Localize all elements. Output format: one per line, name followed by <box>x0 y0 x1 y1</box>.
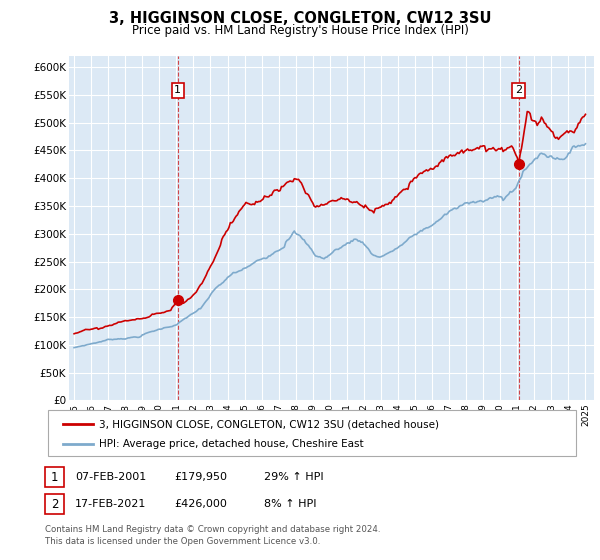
Text: 07-FEB-2001: 07-FEB-2001 <box>75 472 146 482</box>
Text: Price paid vs. HM Land Registry's House Price Index (HPI): Price paid vs. HM Land Registry's House … <box>131 24 469 36</box>
Text: HPI: Average price, detached house, Cheshire East: HPI: Average price, detached house, Ches… <box>99 438 364 449</box>
Text: 8% ↑ HPI: 8% ↑ HPI <box>264 499 317 509</box>
Text: 2: 2 <box>51 497 58 511</box>
Text: 2: 2 <box>515 86 522 95</box>
Text: £426,000: £426,000 <box>174 499 227 509</box>
Text: 1: 1 <box>175 86 181 95</box>
Text: £179,950: £179,950 <box>174 472 227 482</box>
Text: Contains HM Land Registry data © Crown copyright and database right 2024.
This d: Contains HM Land Registry data © Crown c… <box>45 525 380 546</box>
Text: 29% ↑ HPI: 29% ↑ HPI <box>264 472 323 482</box>
Text: 1: 1 <box>51 470 58 484</box>
Text: 3, HIGGINSON CLOSE, CONGLETON, CW12 3SU: 3, HIGGINSON CLOSE, CONGLETON, CW12 3SU <box>109 11 491 26</box>
Text: 17-FEB-2021: 17-FEB-2021 <box>75 499 146 509</box>
Text: 3, HIGGINSON CLOSE, CONGLETON, CW12 3SU (detached house): 3, HIGGINSON CLOSE, CONGLETON, CW12 3SU … <box>99 419 439 430</box>
